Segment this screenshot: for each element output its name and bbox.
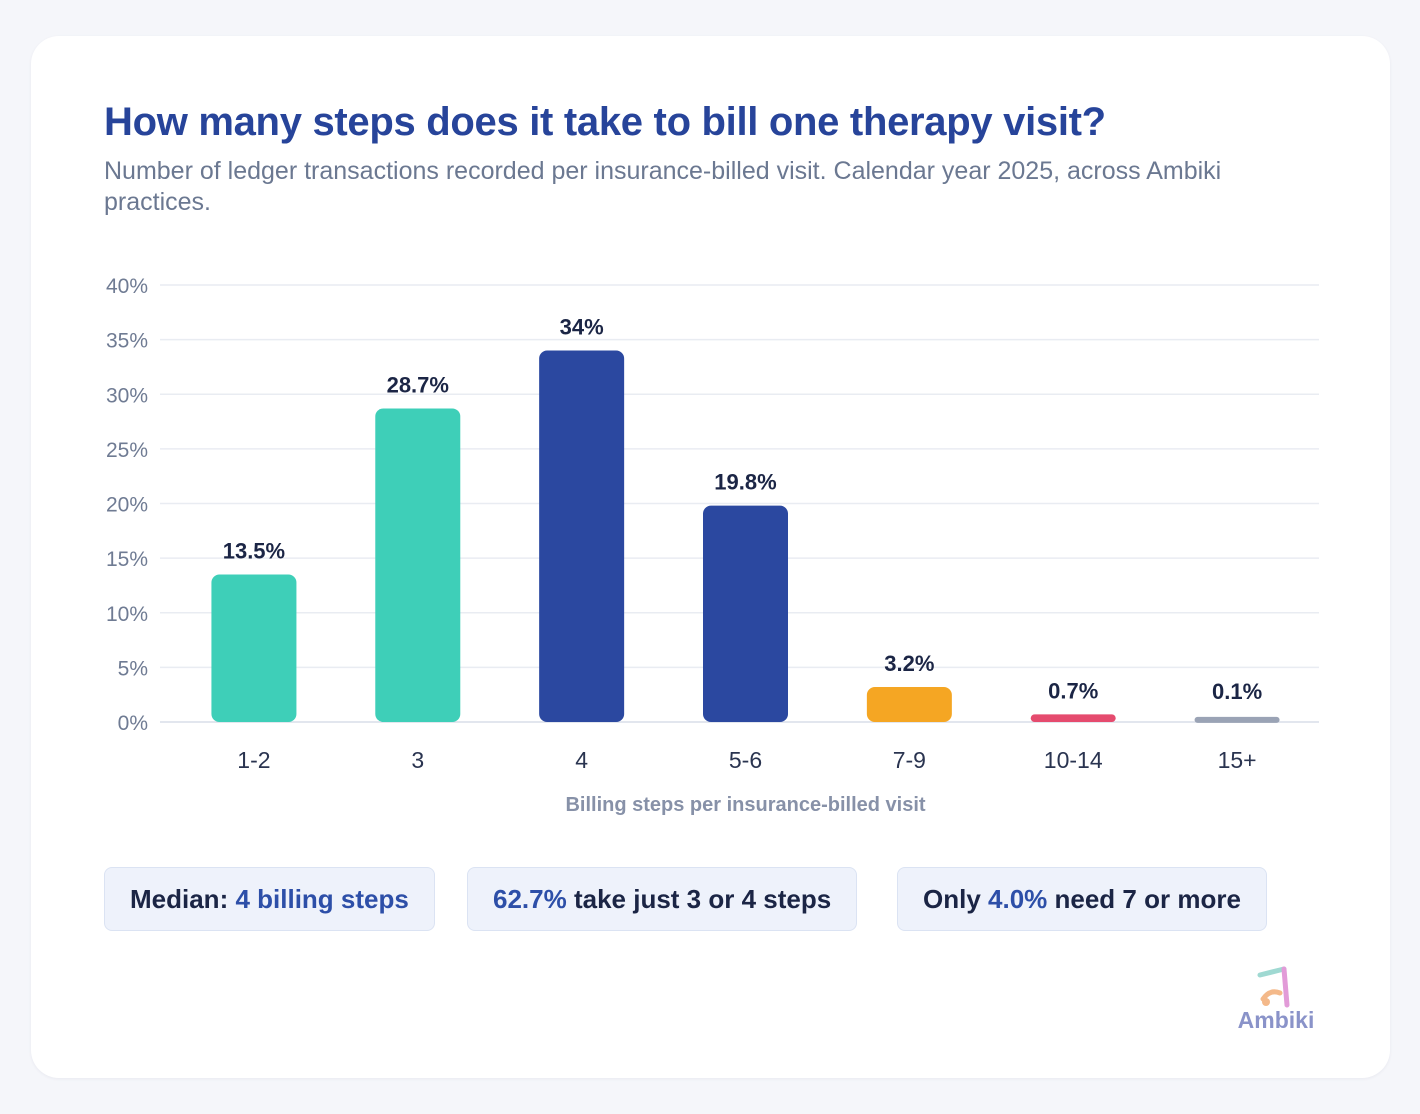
y-tick-label: 25% xyxy=(106,439,148,462)
x-tick-label: 5-6 xyxy=(729,747,762,773)
callout-suffix: need 7 or more xyxy=(1047,883,1241,914)
data-label: 13.5% xyxy=(223,539,285,564)
y-tick-label: 20% xyxy=(106,494,148,517)
x-tick-label: 7-9 xyxy=(893,747,926,773)
callout-suffix: take just 3 or 4 steps xyxy=(566,883,832,914)
data-label: 0.1% xyxy=(1212,679,1262,704)
x-tick-label: 10-14 xyxy=(1044,747,1103,773)
ambiki-logo-icon xyxy=(1257,966,1290,1008)
bar xyxy=(703,505,788,722)
callout-share-7plus: Only 4.0% need 7 or more xyxy=(897,867,1267,931)
callout-highlight: 62.7% xyxy=(493,883,567,914)
y-tick-label: 30% xyxy=(106,384,148,407)
callout-highlight: 4 billing steps xyxy=(235,883,409,914)
x-axis-title: Billing steps per insurance-billed visit xyxy=(565,794,925,816)
bar xyxy=(211,574,297,722)
callout-prefix: Median: xyxy=(130,883,236,914)
bar xyxy=(375,408,461,722)
brand-name: Ambiki xyxy=(1237,1007,1315,1033)
data-label: 28.7% xyxy=(387,372,449,397)
callout-share-3-4: 62.7% take just 3 or 4 steps xyxy=(467,867,858,931)
x-tick-label: 3 xyxy=(411,747,424,773)
chart-title: How many steps does it take to bill one … xyxy=(104,100,1106,144)
bar xyxy=(539,350,625,722)
y-tick-label: 35% xyxy=(106,330,148,353)
bar-chart: 0% 5% 10% 15% 20% 25% 30% 35% 40% 13.5% 1-2 28.7% 3 3… xyxy=(106,275,1319,816)
x-tick-label: 15+ xyxy=(1218,747,1257,773)
y-tick-label: 5% xyxy=(118,657,148,680)
callout-prefix: Only xyxy=(923,883,989,914)
data-label: 34% xyxy=(560,315,604,340)
y-tick-label: 15% xyxy=(106,548,148,571)
brand-logo: Ambiki xyxy=(1230,965,1322,1033)
data-label: 0.7% xyxy=(1048,678,1098,703)
data-label: 3.2% xyxy=(884,651,934,676)
y-tick-label: 10% xyxy=(106,603,148,626)
bar xyxy=(866,687,952,722)
chart-subtitle: Number of ledger transactions recorded p… xyxy=(104,157,1222,216)
bar xyxy=(1030,714,1116,722)
callout-median: Median: 4 billing steps xyxy=(104,867,435,931)
callout-highlight: 4.0% xyxy=(988,883,1048,914)
x-tick-label: 1-2 xyxy=(237,747,270,773)
data-label: 19.8% xyxy=(714,470,776,495)
x-tick-label: 4 xyxy=(575,747,588,773)
y-tick-label: 0% xyxy=(118,712,148,735)
y-tick-label: 40% xyxy=(106,275,148,298)
